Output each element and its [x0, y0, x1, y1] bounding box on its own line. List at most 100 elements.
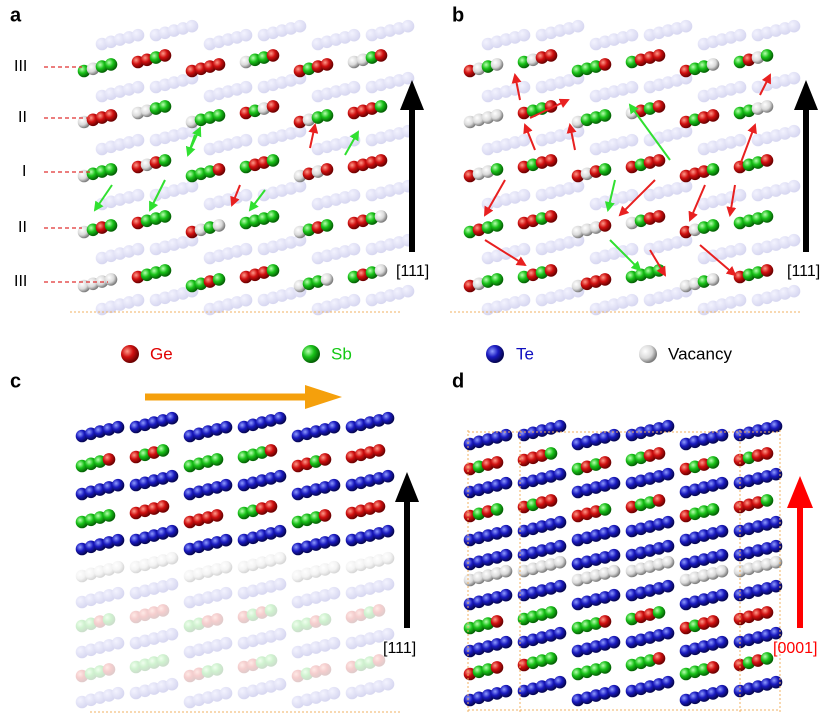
atom-chain [752, 20, 801, 41]
atom-chain [366, 20, 415, 41]
atom [157, 500, 170, 513]
atom-chain [240, 264, 280, 283]
atom [734, 29, 747, 42]
atom-chain [680, 273, 720, 292]
atom [662, 580, 675, 593]
atom-chain [76, 534, 125, 555]
atom [716, 429, 729, 442]
atom-chain [258, 20, 307, 41]
atom-chain [518, 494, 558, 513]
atom-chain [132, 49, 172, 68]
atom-chain [346, 552, 395, 573]
atom [653, 652, 666, 665]
atom-chain [294, 219, 334, 238]
atom [382, 412, 395, 425]
atom [662, 556, 675, 569]
atom [220, 637, 233, 650]
atom [608, 525, 621, 538]
atom [491, 273, 504, 286]
atom-chain [348, 100, 388, 119]
atom-chain [76, 613, 116, 632]
atom-chain [238, 654, 278, 673]
atom-chain [348, 154, 388, 173]
atom-chain [464, 685, 513, 706]
atom [500, 525, 513, 538]
atom-chain [680, 58, 720, 77]
atom-chain [626, 100, 666, 119]
atom-chain [572, 273, 612, 292]
direction-arrow [794, 80, 818, 252]
atom [240, 134, 253, 147]
atom-chain [292, 663, 332, 682]
atom-chain [184, 509, 224, 528]
atom [112, 637, 125, 650]
atom [166, 628, 179, 641]
atom-chain [292, 421, 341, 442]
atom [274, 628, 287, 641]
atom-chain [572, 109, 612, 128]
atom-chain [626, 447, 666, 466]
atom-chain [346, 604, 386, 623]
shift-arrow [145, 385, 342, 409]
atom [707, 661, 720, 674]
atom-chain [238, 628, 287, 649]
atom-chain [184, 587, 233, 608]
atom [382, 525, 395, 538]
atom-chain [518, 264, 558, 283]
atom [319, 453, 332, 466]
atom [213, 58, 226, 71]
atom-chain [186, 273, 226, 292]
atom [321, 163, 334, 176]
legend-swatch [639, 345, 657, 363]
atom-chain [312, 134, 361, 155]
atom [662, 468, 675, 481]
atom [707, 58, 720, 71]
atom [500, 636, 513, 649]
atom-chain [366, 125, 415, 146]
atom [599, 58, 612, 71]
atom-chain [680, 589, 729, 610]
atom-chain [346, 500, 386, 519]
atom-chain [78, 273, 118, 292]
atom-chain [294, 109, 334, 128]
atom-chain [346, 470, 395, 491]
atom [166, 552, 179, 565]
atom [761, 210, 774, 223]
atom [166, 470, 179, 483]
atom-chain [572, 219, 612, 238]
atom-chain [78, 109, 118, 128]
atom-chain [292, 687, 341, 708]
atom [294, 20, 307, 33]
atom [402, 20, 415, 33]
atom-chain [518, 420, 567, 441]
atom [105, 273, 118, 286]
atom [707, 109, 720, 122]
atom [348, 243, 361, 256]
atom-chain [78, 58, 118, 77]
atom [274, 552, 287, 565]
atom [545, 49, 558, 62]
legend-label: Ge [150, 344, 173, 363]
atom [213, 163, 226, 176]
axis-label: [111] [787, 263, 820, 280]
atom-chain [626, 606, 666, 625]
atom [518, 81, 531, 94]
atom-chain [238, 604, 278, 623]
atom [653, 494, 666, 507]
atom [491, 503, 504, 516]
atom-chain [734, 516, 783, 537]
atom-chain [96, 134, 145, 155]
atom [328, 534, 341, 547]
atom [761, 652, 774, 665]
atom-chain [752, 180, 801, 201]
atom [112, 687, 125, 700]
atom-chain [518, 652, 558, 671]
atom [716, 549, 729, 562]
atom-chain [572, 589, 621, 610]
atom [267, 49, 280, 62]
atom-chain [680, 636, 729, 657]
atom-chain [518, 580, 567, 601]
atom [788, 234, 801, 247]
atom [545, 447, 558, 460]
atom [491, 615, 504, 628]
